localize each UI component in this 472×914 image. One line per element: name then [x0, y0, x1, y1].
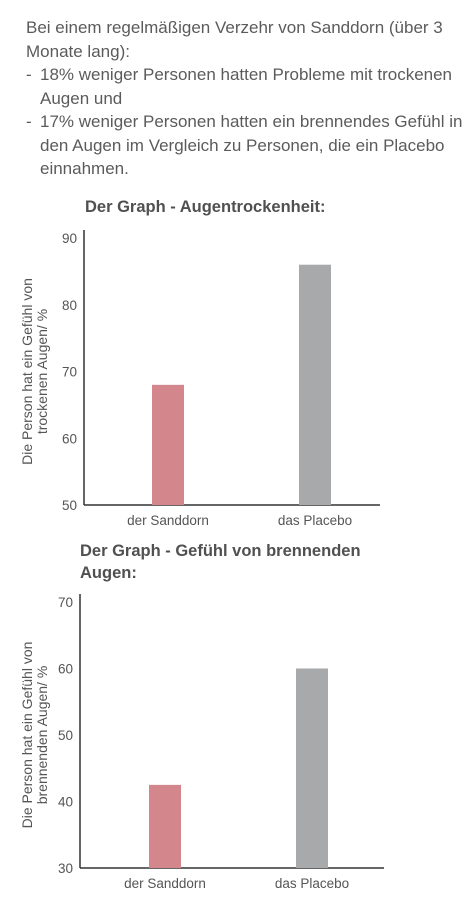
- x-category-label: der Sanddorn: [124, 876, 206, 891]
- y-axis-label: Die Person hat ein Gefühl von trockenen A…: [19, 278, 50, 465]
- y-tick-label: 60: [58, 662, 73, 677]
- bar-placebo: [296, 668, 328, 868]
- y-tick-label: 70: [58, 595, 73, 610]
- y-tick-label: 40: [58, 795, 73, 810]
- bar-placebo: [299, 264, 331, 505]
- y-tick-label: 50: [58, 728, 73, 743]
- chart-burning-eyes: 30 40 50 60 70 der Sanddorn das Placebo Die Per…: [19, 594, 384, 891]
- y-tick-label: 60: [62, 431, 77, 446]
- intro-text: Bei einem regelmäßigen Verzehr von Sandd…: [26, 16, 466, 181]
- y-tick-label: 80: [62, 298, 77, 313]
- intro-bullet-dry-eyes: 18% weniger Personen hatten Probleme mit…: [26, 63, 466, 110]
- bar-sanddorn: [152, 384, 184, 505]
- x-category-label: das Placebo: [275, 876, 349, 891]
- y-axis-label-line: Die Person hat ein Gefühl von: [19, 278, 35, 465]
- intro-bullet-burning-eyes: 17% weniger Personen hatten ein brennend…: [26, 110, 466, 181]
- bar-sanddorn: [149, 784, 181, 868]
- y-tick-label: 30: [58, 861, 73, 876]
- y-tick-label: 70: [62, 365, 77, 380]
- y-tick-label: 90: [62, 231, 77, 246]
- intro-lead: Bei einem regelmäßigen Verzehr von Sandd…: [26, 18, 443, 61]
- intro-bullet-list: 18% weniger Personen hatten Probleme mit…: [26, 63, 466, 181]
- x-category-label: der Sanddorn: [127, 513, 209, 525]
- y-axis-label-line: trockenen Augen/ %: [34, 309, 50, 434]
- chart-2-title: Der Graph - Gefühl von brennenden Augen:: [80, 542, 361, 582]
- y-axis-label-line: brennenden Augen/ %: [34, 666, 50, 805]
- y-tick-label: 50: [62, 498, 77, 513]
- chart-dry-eyes: 50 60 70 80 90 der Sanddorn das Placebo Die Per…: [19, 230, 380, 525]
- y-axis-label: Die Person hat ein Gefühl von brennenden …: [19, 642, 50, 829]
- x-category-label: das Placebo: [278, 513, 352, 525]
- chart-1-title: Der Graph - Augentrockenheit:: [85, 198, 326, 216]
- y-axis-label-line: Die Person hat ein Gefühl von: [19, 642, 35, 829]
